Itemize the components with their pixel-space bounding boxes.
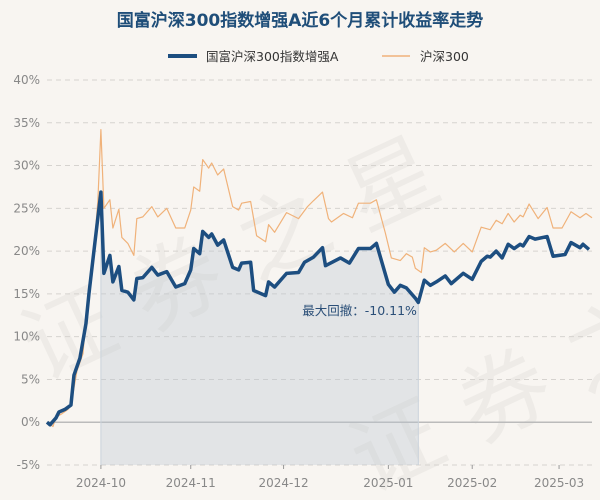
x-tick-label: 2024-12 [258,476,308,490]
series-line-csi300 [46,129,593,428]
series-lines [45,129,593,428]
x-tick-label: 2024-10 [76,476,126,490]
y-tick-label: 20% [13,244,40,258]
x-tick-label: 2025-01 [363,476,413,490]
y-tick-label: 30% [13,159,40,173]
chart-title: 国富沪深300指数增强A近6个月累计收益率走势 [117,10,483,31]
legend: 国富沪深300指数增强A 沪深300 [168,49,469,64]
legend-label-index: 沪深300 [420,49,469,64]
y-tick-label: -5% [17,458,40,472]
legend-label-fund: 国富沪深300指数增强A [206,49,339,64]
x-tick-label: 2025-02 [447,476,497,490]
y-tick-label: 40% [13,73,40,87]
y-tick-label: 5% [21,372,40,386]
x-tick-label: 2025-03 [534,476,584,490]
y-tick-label: 0% [21,415,40,429]
y-axis: 40% 35% 30% 25% 20% 15% 10% 5% 0% -5% [13,73,40,472]
y-tick-label: 10% [13,330,40,344]
y-tick-label: 25% [13,201,40,215]
y-tick-label: 15% [13,287,40,301]
max-drawdown-label: 最大回撤：-10.11% [302,303,417,318]
y-tick-label: 35% [13,116,40,130]
x-axis: 2024-10 2024-11 2024-12 2025-01 2025-02 2025-… [76,465,584,490]
grid [47,79,592,466]
series-line-fund [45,190,591,427]
x-tick-label: 2024-11 [166,476,216,490]
